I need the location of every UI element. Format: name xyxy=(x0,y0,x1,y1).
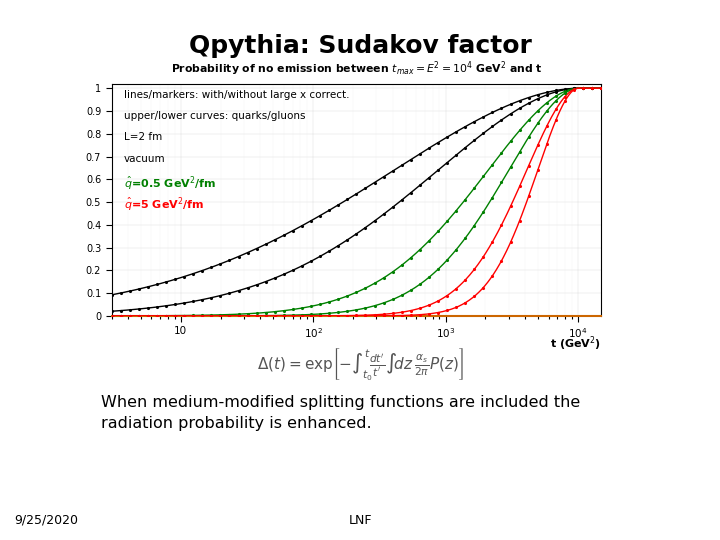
Text: LNF: LNF xyxy=(348,514,372,526)
Text: t (GeV$^2$): t (GeV$^2$) xyxy=(550,334,601,353)
Text: radiation probability is enhanced.: radiation probability is enhanced. xyxy=(101,416,372,431)
Text: 9/25/2020: 9/25/2020 xyxy=(14,514,78,526)
Text: When medium-modified splitting functions are included the: When medium-modified splitting functions… xyxy=(101,395,580,410)
Text: $\hat{q}$=5 GeV$^2$/fm: $\hat{q}$=5 GeV$^2$/fm xyxy=(124,197,204,214)
Text: upper/lower curves: quarks/gluons: upper/lower curves: quarks/gluons xyxy=(124,111,305,121)
Text: vacuum: vacuum xyxy=(124,153,166,164)
Text: $\hat{q}$=0.5 GeV$^2$/fm: $\hat{q}$=0.5 GeV$^2$/fm xyxy=(124,175,216,193)
Text: Qpythia: Sudakov factor: Qpythia: Sudakov factor xyxy=(189,34,531,58)
Text: Probability of no emission between $t_{max}$$=E^2=10^4$ GeV$^2$ and t: Probability of no emission between $t_{m… xyxy=(171,60,542,78)
Text: L=2 fm: L=2 fm xyxy=(124,132,162,142)
Text: $\Delta(t) = \exp\!\left[-\int_{t_0}^{t}\!\frac{dt^{\prime}}{t^{\prime}}\int\!dz: $\Delta(t) = \exp\!\left[-\int_{t_0}^{t}… xyxy=(256,347,464,382)
Text: lines/markers: with/without large x correct.: lines/markers: with/without large x corr… xyxy=(124,90,349,99)
